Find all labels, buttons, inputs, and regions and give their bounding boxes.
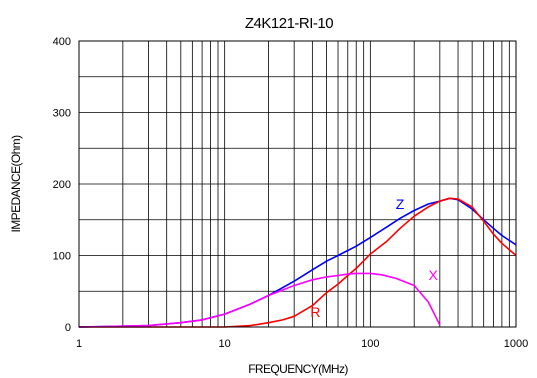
series-label-x: X bbox=[428, 267, 438, 283]
x-tick-label: 1000 bbox=[504, 338, 528, 350]
chart-title: Z4K121-RI-10 bbox=[245, 15, 333, 32]
series-r-line bbox=[79, 197, 517, 328]
x-axis-label: FREQUENCY(MHz) bbox=[248, 362, 348, 376]
series-label-r: R bbox=[310, 304, 320, 320]
x-tick-label: 1 bbox=[76, 338, 82, 350]
series-z-line bbox=[78, 197, 517, 328]
series-x-line bbox=[78, 272, 441, 328]
plot-frame bbox=[78, 40, 517, 328]
y-tick-label: 400 bbox=[53, 36, 71, 48]
y-tick-label: 200 bbox=[53, 179, 71, 191]
x-tick-label: 10 bbox=[219, 338, 231, 350]
y-axis-label: IMPEDANCE(Ohm) bbox=[9, 135, 23, 233]
series-group bbox=[78, 197, 517, 328]
grid bbox=[79, 41, 516, 327]
series-labels: Z R X bbox=[310, 196, 438, 320]
series-label-z: Z bbox=[396, 196, 405, 212]
y-tick-label: 100 bbox=[53, 251, 71, 263]
y-tick-label: 0 bbox=[65, 322, 71, 334]
y-tick-label: 300 bbox=[53, 108, 71, 120]
x-tick-label: 100 bbox=[361, 338, 379, 350]
tick-labels: 1 10 100 1000 0 100 200 300 400 bbox=[53, 36, 529, 350]
